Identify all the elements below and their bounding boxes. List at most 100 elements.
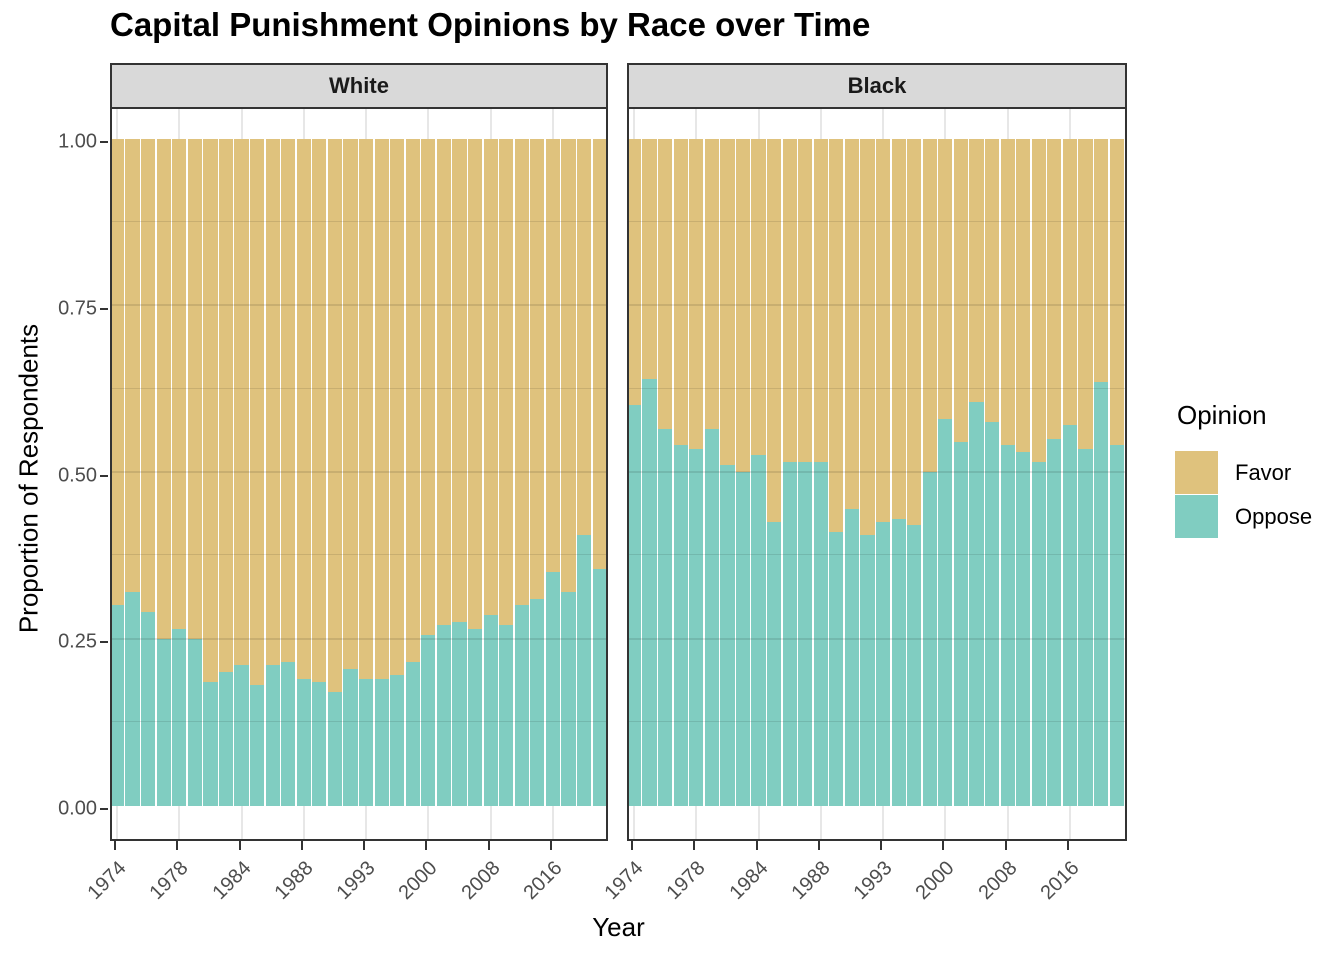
bar-1994-favor (891, 138, 906, 806)
bar-1980-oppose (187, 638, 202, 806)
bar-1977-oppose (156, 638, 171, 806)
facet-strip-label: Black (847, 73, 907, 98)
panel-black (627, 107, 1127, 841)
bar-1975-oppose (642, 378, 657, 806)
x-tick-mark (631, 841, 633, 850)
x-tick-mark (114, 841, 116, 850)
y-tick-label: 0.00 (58, 797, 97, 820)
bar-1998-oppose (922, 472, 937, 806)
bar-2002-oppose (436, 625, 452, 806)
bar-1983-favor (735, 138, 751, 806)
gridline-y-major (629, 304, 1125, 307)
bar-1974-favor (112, 138, 125, 806)
bar-2004-oppose (969, 401, 984, 806)
bar-1976-favor (658, 138, 673, 806)
bar-2021-oppose (1094, 381, 1109, 806)
bar-1977-favor (156, 138, 171, 806)
bar-2008-favor (1000, 138, 1015, 806)
bar-1998-favor (922, 138, 937, 806)
bar-1991-favor (343, 138, 358, 806)
bar-2018-oppose (1078, 448, 1093, 806)
bar-1987-favor (281, 138, 296, 806)
facet-strip-label: White (329, 73, 389, 98)
facet-strip: Black (627, 63, 1127, 109)
x-tick-mark (238, 841, 241, 850)
x-tick-mark (693, 841, 696, 850)
legend: Opinion Favor Oppose (1163, 400, 1343, 539)
bar-1986-oppose (782, 462, 797, 806)
x-tick-mark (755, 841, 758, 850)
bar-1985-oppose (767, 522, 782, 806)
y-tick-label: 1.00 (58, 130, 97, 153)
gridline-y-minor (629, 721, 1125, 723)
bar-1993-oppose (359, 678, 374, 806)
facet-black: Black 1974 1978 1984 1988 1993 2000 2008 2016 (601, 63, 1127, 943)
bar-2014-favor (530, 138, 545, 806)
bar-2021-favor (1094, 138, 1109, 806)
bar-2012-favor (1031, 138, 1046, 806)
bar-1984-favor (234, 138, 249, 806)
bar-1975-oppose (125, 592, 140, 806)
bar-1993-favor (359, 138, 374, 806)
bar-2018-favor (1078, 138, 1093, 806)
bar-1991-oppose (343, 668, 358, 806)
x-axis: 1974 1978 1984 1988 1993 2000 2008 2016 (601, 841, 1127, 941)
bar-2000-favor (421, 138, 436, 806)
bar-1994-favor (374, 138, 389, 806)
bar-1996-oppose (907, 525, 922, 806)
bar-1990-oppose (327, 692, 343, 806)
gridline-y-major (112, 637, 606, 640)
bar-2010-oppose (499, 625, 514, 806)
y-tick-label: 0.25 (58, 630, 97, 653)
x-tick-mark (1066, 841, 1069, 850)
legend-label: Oppose (1235, 503, 1313, 529)
x-axis: 1974 1978 1984 1988 1993 2000 2008 2016 (84, 841, 608, 941)
bar-2016-favor (1062, 138, 1078, 806)
y-tick-label: 0.50 (58, 464, 97, 486)
bar-1978-oppose (689, 448, 704, 806)
chart-title: Capital Punishment Opinions by Race over… (110, 6, 871, 43)
bar-2016-oppose (1062, 425, 1078, 806)
bar-1975-favor (125, 138, 140, 806)
x-tick-mark (363, 841, 366, 850)
facet-strip: White (110, 63, 608, 109)
bar-1990-favor (844, 138, 860, 806)
legend-key-oppose: Oppose (1175, 495, 1343, 538)
bar-2002-oppose (953, 442, 969, 806)
bar-2014-oppose (530, 598, 545, 806)
bar-2022-oppose (1109, 445, 1124, 806)
bar-2014-oppose (1047, 438, 1062, 806)
bar-1989-favor (829, 138, 844, 806)
bar-1993-oppose (876, 522, 891, 806)
bar-1988-oppose (813, 462, 828, 806)
y-tick-mark (100, 474, 108, 477)
bar-1985-favor (250, 138, 265, 806)
y-tick-label: 0.75 (58, 297, 97, 320)
x-tick-mark (425, 841, 428, 850)
bar-2004-favor (452, 138, 467, 806)
bar-1978-favor (689, 138, 704, 806)
facet-white: White 1974 1978 1984 1988 1993 2000 2008 2016 (84, 63, 608, 943)
bar-2016-favor (545, 138, 561, 806)
bar-2006-favor (468, 138, 483, 806)
bar-2008-oppose (1000, 445, 1015, 806)
bar-2012-favor (514, 138, 529, 806)
bar-2006-favor (985, 138, 1000, 806)
bar-1982-oppose (203, 682, 218, 806)
gridline-y-major (629, 637, 1125, 640)
bar-1987-favor (798, 138, 813, 806)
bar-1977-favor (673, 138, 688, 806)
gridline-y-minor (112, 220, 606, 222)
bar-2004-favor (969, 138, 984, 806)
bar-2021-favor (577, 138, 592, 806)
bar-2022-favor (1109, 138, 1124, 806)
gridline-y-minor (112, 554, 606, 556)
bar-2006-oppose (468, 628, 483, 806)
gridline-y-minor (112, 387, 606, 389)
y-tick-mark (100, 641, 108, 644)
gridline-y-major (112, 304, 606, 307)
bar-2012-oppose (1031, 462, 1046, 806)
legend-swatch-favor (1175, 451, 1218, 494)
bar-1991-oppose (860, 535, 875, 806)
bar-1978-favor (172, 138, 187, 806)
